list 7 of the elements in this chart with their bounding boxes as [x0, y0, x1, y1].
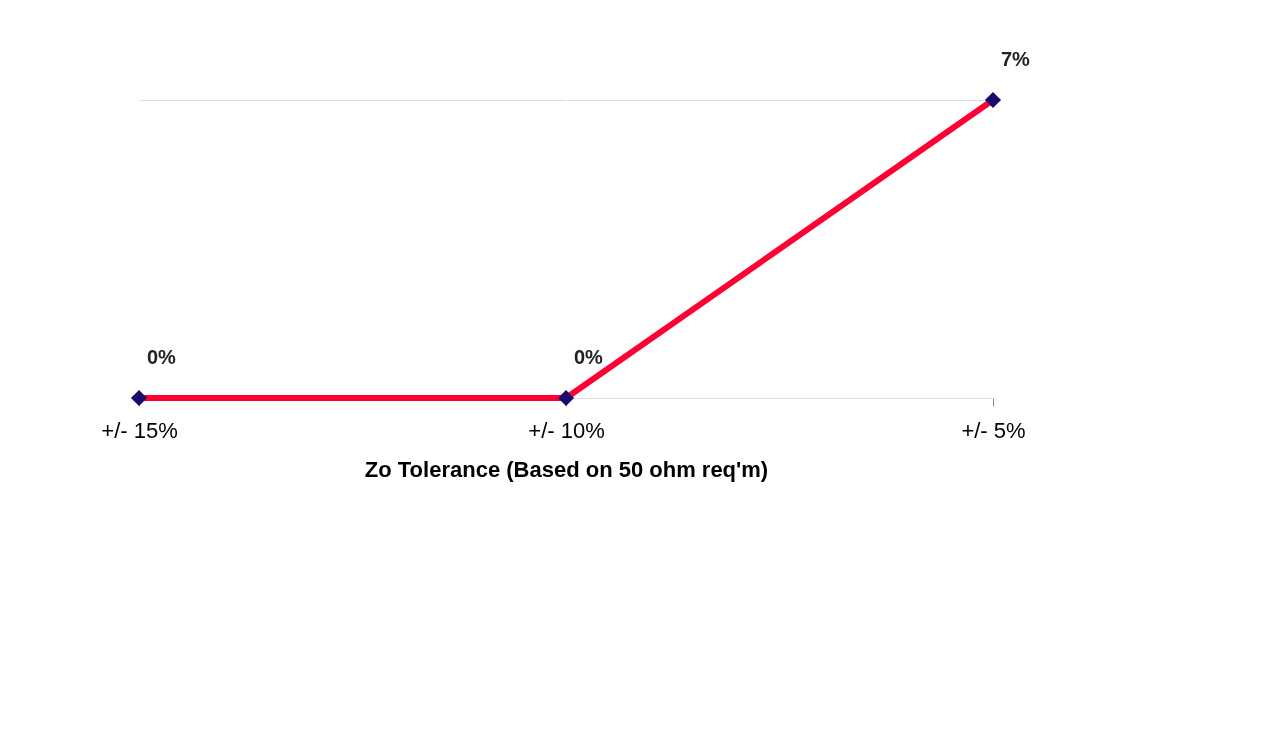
x-tick-label: +/- 5%: [961, 417, 1026, 443]
x-tick-label: +/- 15%: [101, 417, 178, 443]
data-label: 0%: [147, 346, 177, 368]
data-label: 0%: [574, 346, 604, 368]
x-tick-label: +/- 10%: [528, 417, 605, 443]
data-label: 7%: [1001, 48, 1031, 70]
x-axis-title: Zo Tolerance (Based on 50 ohm req'm): [364, 456, 769, 482]
